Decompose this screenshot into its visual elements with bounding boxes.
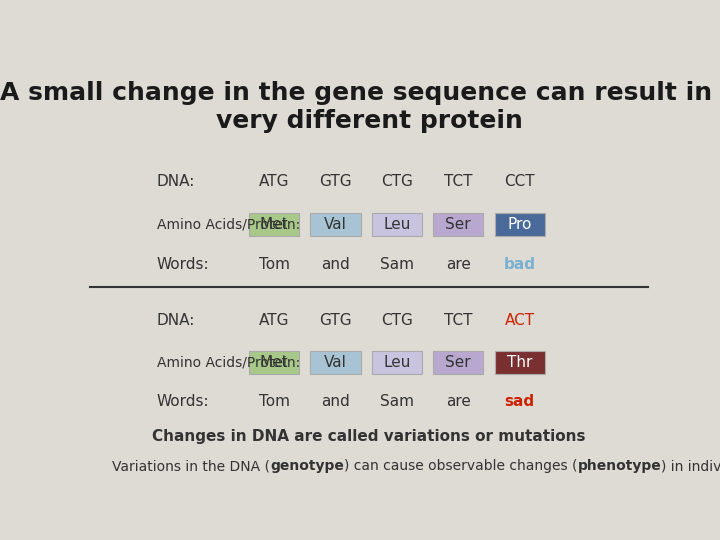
Text: Leu: Leu	[383, 218, 410, 232]
Text: ) can cause observable changes (: ) can cause observable changes (	[344, 459, 577, 473]
Text: TCT: TCT	[444, 174, 472, 188]
Text: and: and	[321, 394, 350, 409]
Text: Sam: Sam	[380, 257, 414, 272]
Text: are: are	[446, 257, 471, 272]
Text: Leu: Leu	[383, 355, 410, 369]
Text: Tom: Tom	[258, 257, 289, 272]
Text: Words:: Words:	[157, 394, 210, 409]
Text: ATG: ATG	[259, 313, 289, 328]
Text: DNA:: DNA:	[157, 174, 195, 188]
Text: Ser: Ser	[446, 355, 471, 369]
FancyBboxPatch shape	[495, 213, 545, 237]
Text: TCT: TCT	[444, 313, 472, 328]
Text: Tom: Tom	[258, 394, 289, 409]
Text: Ser: Ser	[446, 218, 471, 232]
Text: Amino Acids/Protein:: Amino Acids/Protein:	[157, 355, 300, 369]
Text: Amino Acids/Protein:: Amino Acids/Protein:	[157, 218, 300, 232]
Text: bad: bad	[504, 257, 536, 272]
Text: Words:: Words:	[157, 257, 210, 272]
Text: Sam: Sam	[380, 394, 414, 409]
Text: ) in individuals: ) in individuals	[662, 459, 720, 473]
Text: are: are	[446, 394, 471, 409]
FancyBboxPatch shape	[372, 213, 422, 237]
Text: Val: Val	[324, 218, 347, 232]
FancyBboxPatch shape	[433, 213, 483, 237]
Text: Met: Met	[260, 355, 289, 369]
Text: phenotype: phenotype	[577, 459, 662, 473]
Text: GTG: GTG	[319, 174, 352, 188]
Text: A small change in the gene sequence can result in a
very different protein: A small change in the gene sequence can …	[0, 82, 720, 133]
Text: ATG: ATG	[259, 174, 289, 188]
Text: sad: sad	[505, 394, 535, 409]
FancyBboxPatch shape	[495, 350, 545, 374]
Text: ACT: ACT	[505, 313, 535, 328]
FancyBboxPatch shape	[249, 350, 300, 374]
Text: Met: Met	[260, 218, 289, 232]
Text: DNA:: DNA:	[157, 313, 195, 328]
FancyBboxPatch shape	[310, 350, 361, 374]
FancyBboxPatch shape	[249, 213, 300, 237]
FancyBboxPatch shape	[310, 213, 361, 237]
Text: and: and	[321, 257, 350, 272]
Text: Changes in DNA are called variations or mutations: Changes in DNA are called variations or …	[152, 429, 586, 444]
Text: Val: Val	[324, 355, 347, 369]
Text: Variations in the DNA (: Variations in the DNA (	[112, 459, 270, 473]
Text: CCT: CCT	[504, 174, 535, 188]
Text: Pro: Pro	[508, 218, 532, 232]
Text: GTG: GTG	[319, 313, 352, 328]
FancyBboxPatch shape	[372, 350, 422, 374]
FancyBboxPatch shape	[433, 350, 483, 374]
Text: CTG: CTG	[381, 313, 413, 328]
Text: Thr: Thr	[507, 355, 532, 369]
Text: CTG: CTG	[381, 174, 413, 188]
Text: genotype: genotype	[270, 459, 344, 473]
